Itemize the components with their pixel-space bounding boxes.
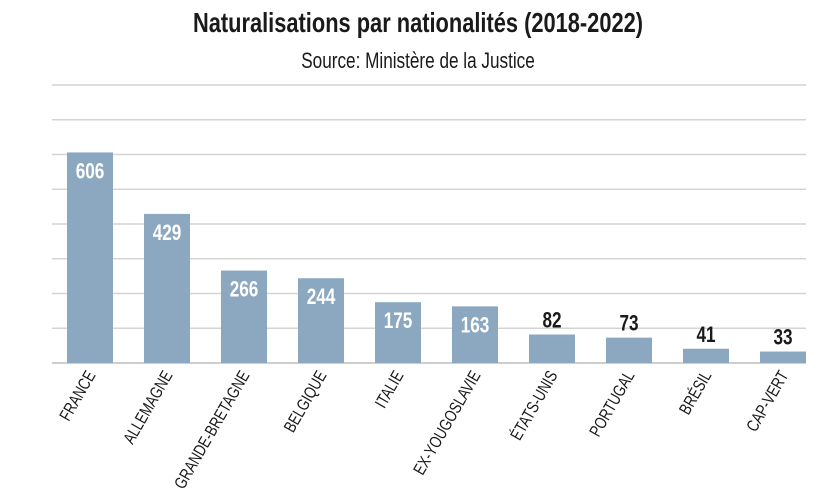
bar-ex-yougoslavie xyxy=(452,306,498,363)
bar-france xyxy=(67,152,113,363)
chart-title: Naturalisations par nationalités (2018-2… xyxy=(193,7,643,38)
data-label: 163 xyxy=(461,313,490,338)
category-label: BELGIQUE xyxy=(281,368,331,436)
data-label: 429 xyxy=(153,221,182,246)
bar-états-unis xyxy=(529,334,575,363)
category-label: CAP-VERT xyxy=(743,368,793,435)
bar-allemagne xyxy=(144,213,190,363)
bars: 606 429 266 244 175 163 82 73 41 33 xyxy=(67,152,806,363)
data-label: 606 xyxy=(76,159,105,184)
category-label: EX-YOUGOSLAVIE xyxy=(410,368,485,479)
data-label: 82 xyxy=(542,309,561,334)
data-label: 266 xyxy=(230,278,259,303)
category-label: BRÉSIL xyxy=(676,368,716,418)
category-label: PORTUGAL xyxy=(586,368,639,440)
category-label: GRANDE-BRETAGNE xyxy=(171,368,254,493)
category-label: ITALIE xyxy=(372,368,408,412)
data-label: 244 xyxy=(307,285,336,310)
bar-brésil xyxy=(683,348,729,363)
data-label: 73 xyxy=(619,312,638,337)
data-label: 175 xyxy=(384,309,413,334)
bar-cap-vert xyxy=(760,351,806,363)
chart-subtitle: Source: Ministère de la Justice xyxy=(301,49,535,74)
category-label: ÉTATS-UNIS xyxy=(507,368,562,444)
data-label: 41 xyxy=(696,323,715,348)
bar-grande-bretagne xyxy=(221,270,267,363)
bar-belgique xyxy=(298,278,344,363)
bar-portugal xyxy=(606,337,652,363)
category-label: ALLEMAGNE xyxy=(120,368,177,448)
data-label: 33 xyxy=(773,326,792,351)
bar-italie xyxy=(375,302,421,363)
category-label: FRANCE xyxy=(56,368,100,425)
